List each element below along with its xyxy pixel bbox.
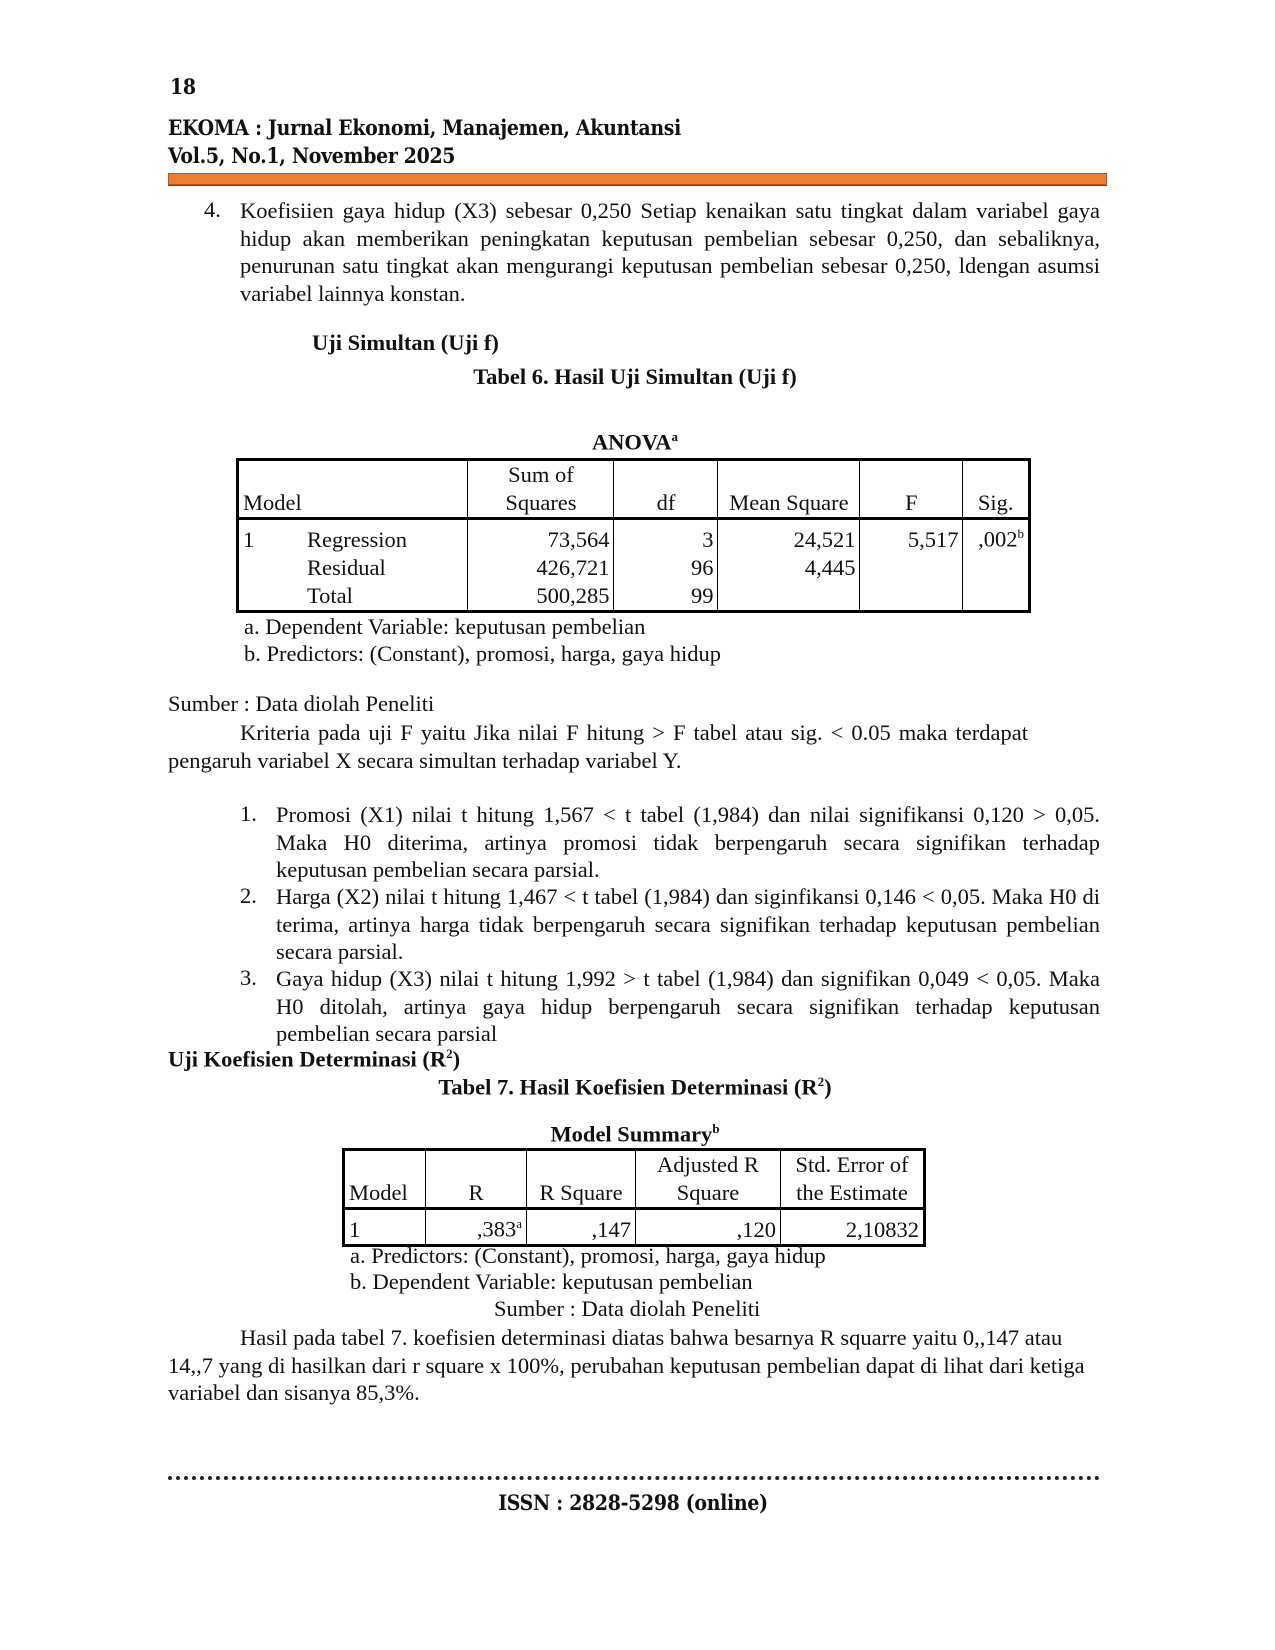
list-item: Gaya hidup (X3) nilai t hitung 1,992 > t… [276, 966, 1100, 1046]
list-number: 2. [240, 883, 257, 908]
section-heading: Uji Koefisien Determinasi (R2) [168, 1046, 461, 1072]
list-item: Promosi (X1) nilai t hitung 1,567 < t ta… [276, 802, 1100, 882]
col-model: Model [343, 1149, 426, 1210]
source-note: Sumber : Data diolah Peneliti [168, 691, 435, 716]
conclusion-paragraph: Hasil pada tabel 7. koefisien determinas… [168, 1325, 1085, 1405]
table-note: a. Dependent Variable: keputusan pembeli… [244, 614, 646, 639]
table-row: 1 ,383a ,147 ,120 2,10832 [343, 1208, 925, 1245]
table-caption: Tabel 6. Hasil Uji Simultan (Uji f) [473, 364, 797, 389]
list-item: Harga (X2) nilai t hitung 1,467 < t tabe… [276, 884, 1100, 964]
table-note: a. Predictors: (Constant), promosi, harg… [350, 1243, 826, 1268]
table-note: b. Predictors: (Constant), promosi, harg… [244, 641, 722, 666]
table-row: Residual 426,721 96 4,445 [238, 553, 1030, 582]
journal-issue: Vol.5, No.1, November 2025 [168, 143, 456, 168]
col-sig: Sig. [962, 459, 1030, 520]
header-rule [168, 173, 1107, 185]
anova-title-text: ANOVA [591, 429, 672, 455]
anova-title: ANOVAa [0, 429, 1270, 456]
table-row: Total 500,285 99 [238, 581, 1030, 611]
anova-title-sup: a [671, 429, 679, 444]
section-heading: Uji Simultan (Uji f) [312, 330, 499, 355]
table-header: Model Sum of Squares df Mean Square F Sig… [237, 459, 1030, 520]
col-model: Model [237, 459, 469, 520]
table-header: Model R R Square Adjusted R Square Std. E… [343, 1149, 925, 1210]
col-r-square: R Square [526, 1149, 636, 1210]
list-number: 1. [240, 801, 257, 826]
col-adjusted-r-square: Adjusted R Square [635, 1149, 781, 1210]
col-r: R [425, 1149, 527, 1210]
col-std-error: Std. Error of the Estimate [780, 1149, 925, 1210]
journal-title: EKOMA : Jurnal Ekonomi, Manajemen, Akunt… [168, 115, 681, 140]
list-number: 3. [240, 965, 257, 990]
model-summary-title: Model Summaryb [550, 1121, 720, 1147]
item-text: Koefisiien gaya hidup (X3) sebesar 0,250… [240, 198, 1100, 306]
model-summary-table: Model R R Square Adjusted R Square Std. E… [342, 1148, 926, 1247]
table-row: 1 Regression 73,564 3 24,521 5,517 ,002b [238, 518, 1030, 554]
source-note: Sumber : Data diolah Peneliti [494, 1296, 761, 1321]
col-sum-of-squares: Sum of Squares [467, 459, 615, 520]
footer-dotted-rule [168, 1470, 1100, 1480]
criteria-paragraph: Kriteria pada uji F yaitu Jika nilai F h… [168, 720, 1028, 773]
item-number: 4. [204, 197, 221, 222]
issn: ISSN : 2828-5298 (online) [498, 1490, 768, 1515]
col-mean-square: Mean Square [717, 459, 861, 520]
col-f: F [859, 459, 964, 520]
col-df: df [613, 459, 719, 520]
table-note: b. Dependent Variable: keputusan pembeli… [350, 1269, 753, 1294]
table-caption: Tabel 7. Hasil Koefisien Determinasi (R2… [438, 1074, 832, 1100]
page-number: 18 [170, 74, 196, 99]
anova-table: Model Sum of Squares df Mean Square F Sig… [236, 458, 1031, 613]
